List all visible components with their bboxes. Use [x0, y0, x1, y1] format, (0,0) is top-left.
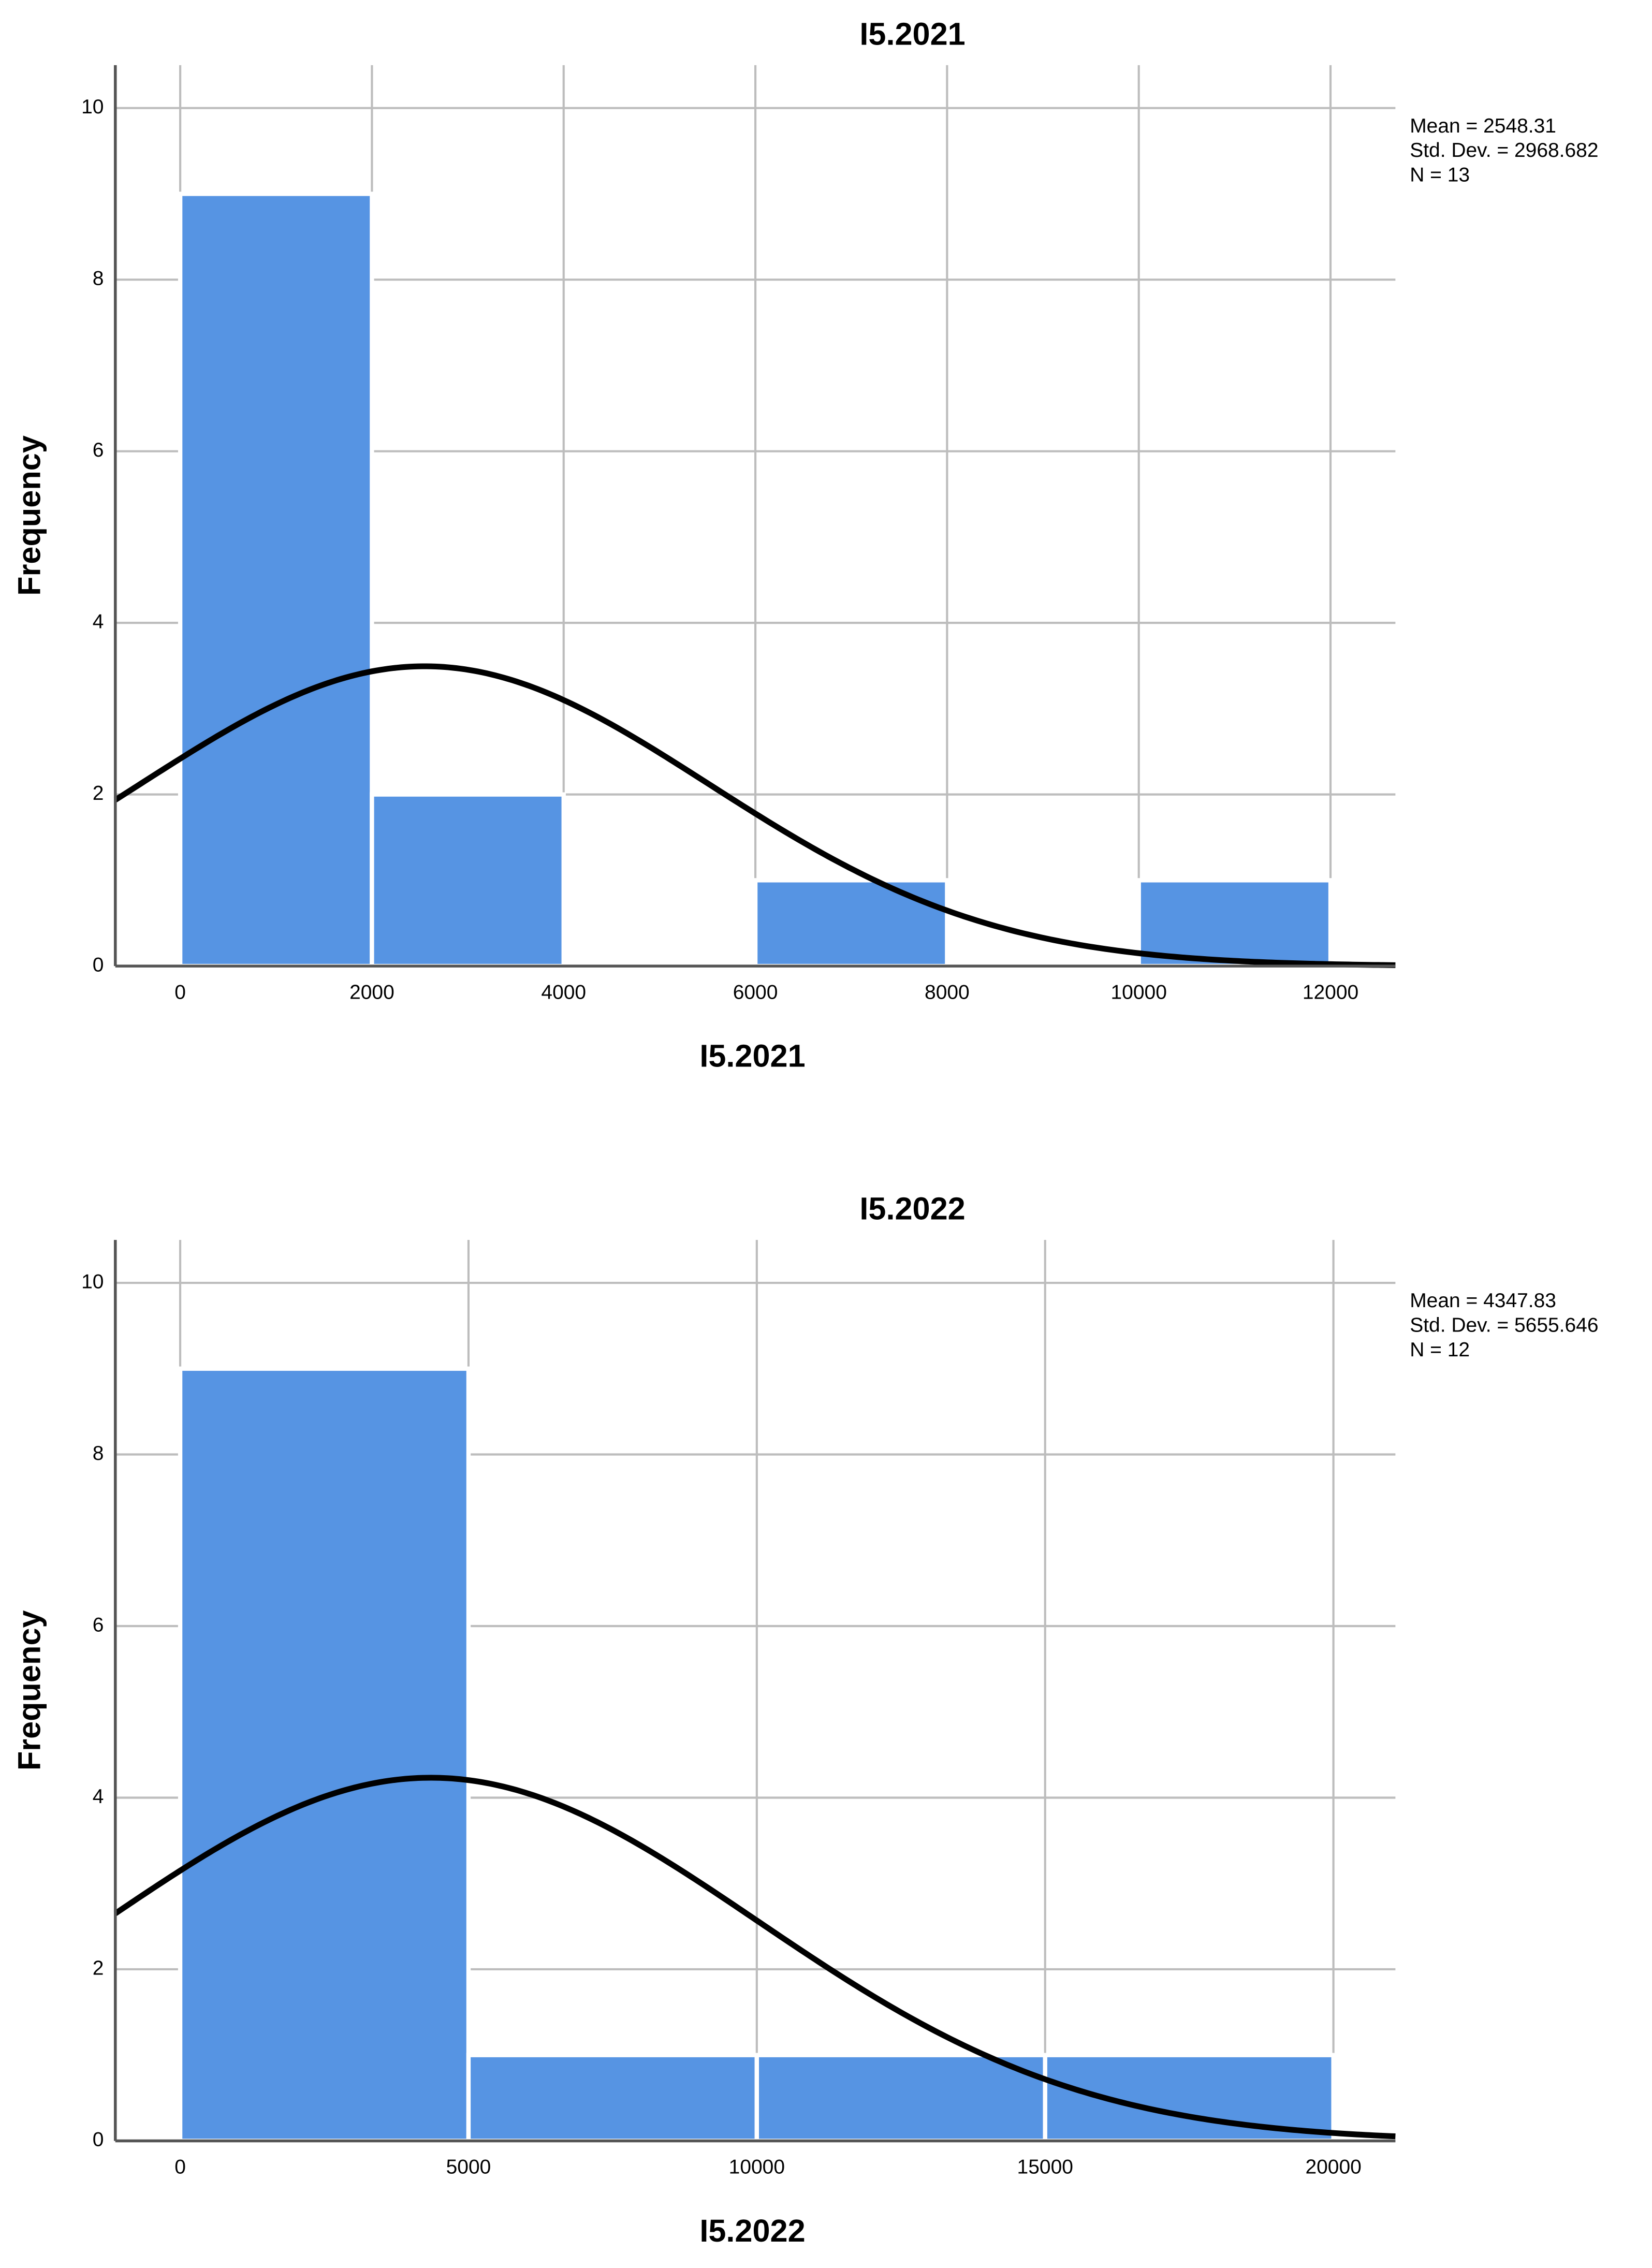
x-axis-label: I5.2021 [699, 1038, 805, 1074]
bar [178, 1366, 471, 2143]
x-tick-label: 20000 [1305, 2156, 1361, 2178]
y-tick-label: 10 [81, 1270, 104, 1293]
x-tick-label: 2000 [349, 981, 394, 1003]
stats-label: Std. Dev. = 2968.682 [1410, 139, 1598, 162]
x-tick-label: 10000 [1111, 981, 1167, 1003]
chart-title: I5.2021 [859, 16, 965, 51]
bar [1043, 2053, 1336, 2143]
y-tick-label: 2 [93, 782, 104, 804]
x-tick-label: 5000 [446, 2156, 491, 2178]
stats-label: Mean = 2548.31 [1410, 115, 1556, 137]
bar [753, 878, 949, 969]
y-axis-label: Frequency [11, 435, 47, 596]
x-tick-label: 10000 [729, 2156, 785, 2178]
x-tick-label: 4000 [541, 981, 586, 1003]
y-tick-label: 8 [93, 1442, 104, 1465]
x-tick-label: 0 [174, 2156, 186, 2178]
y-tick-label: 2 [93, 1957, 104, 1979]
y-tick-label: 8 [93, 267, 104, 289]
bar [370, 792, 566, 969]
y-tick-label: 10 [81, 96, 104, 118]
stats-label: N = 13 [1410, 164, 1470, 186]
y-tick-label: 0 [93, 954, 104, 976]
bar [754, 2053, 1047, 2143]
y-tick-label: 6 [93, 439, 104, 461]
y-tick-label: 4 [93, 1786, 104, 1808]
x-tick-label: 12000 [1303, 981, 1358, 1003]
x-axis-label: I5.2022 [699, 2213, 805, 2248]
normal-curve [113, 1775, 1396, 2140]
stats-label: Std. Dev. = 5655.646 [1410, 1314, 1598, 1337]
bar [178, 192, 374, 969]
chart-title: I5.2022 [859, 1191, 965, 1226]
y-tick-label: 4 [93, 610, 104, 633]
x-tick-label: 15000 [1017, 2156, 1073, 2178]
x-tick-label: 8000 [925, 981, 970, 1003]
bar [1136, 878, 1333, 969]
stats-label: Mean = 4347.83 [1410, 1290, 1556, 1312]
stats-label: N = 12 [1410, 1339, 1470, 1361]
bar [466, 2053, 759, 2143]
y-tick-label: 6 [93, 1614, 104, 1636]
x-tick-label: 0 [174, 981, 186, 1003]
y-axis-label: Frequency [11, 1610, 47, 1770]
x-tick-label: 6000 [733, 981, 778, 1003]
normal-curve [113, 663, 1396, 968]
y-tick-label: 0 [93, 2129, 104, 2151]
